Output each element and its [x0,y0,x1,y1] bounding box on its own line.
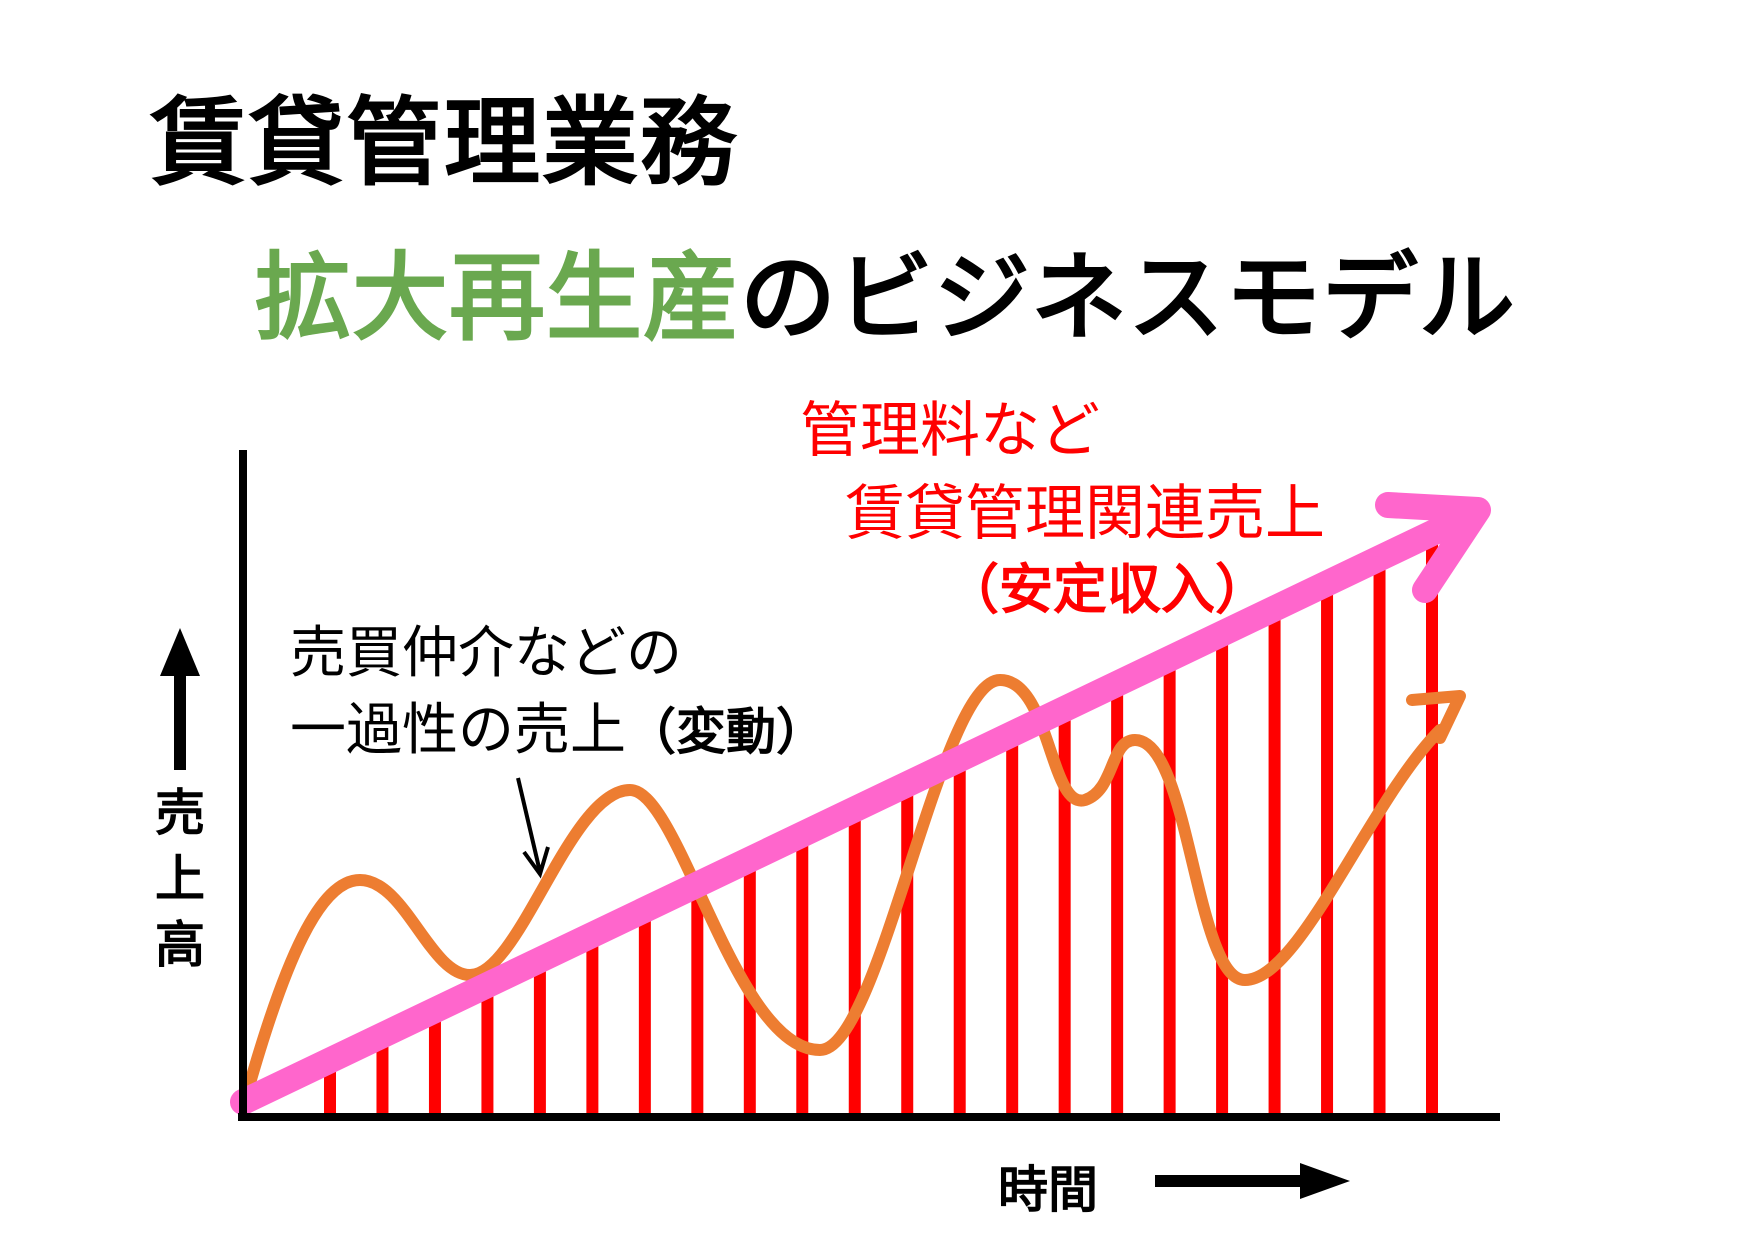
variable-label-line1: 売買仲介などの [290,621,682,686]
y-axis-arrowhead [160,628,200,676]
variable-label-text: 一過性の売上 [290,698,626,763]
subtitle: 拡大再生産のビジネスモデル [255,220,1516,359]
stable-growth-arrowhead [1375,492,1491,603]
stable-revenue-bars [324,543,1438,1117]
stable-label-line3: （安定収入） [945,558,1269,621]
subtitle-rest: のビジネスモデル [740,242,1516,354]
x-axis-label: 時間 [998,1161,1098,1219]
x-axis-arrowhead [1300,1163,1350,1199]
pointer-arrowhead [522,846,550,879]
stable-growth-arrow [230,502,1483,1115]
stable-label-line2: 賃貸管理関連売上 [845,479,1325,549]
pointer-arrow [516,777,542,873]
y-axis-label-char: 売 [155,784,205,842]
y-axis-label: 売上高 [150,780,210,978]
stable-label-line1: 管理料など [800,396,1100,466]
subtitle-highlight: 拡大再生産 [255,242,740,354]
variable-revenue-curve [242,674,1446,1096]
page-title: 賃貸管理業務 [150,87,738,199]
y-axis-label-char: 上 [155,850,205,908]
variable-label-line2: 一過性の売上（変動） [290,685,826,766]
variable-label-bold: （変動） [626,703,826,761]
y-axis-label-char: 高 [155,916,205,974]
variable-curve-arrowhead [1406,690,1466,744]
